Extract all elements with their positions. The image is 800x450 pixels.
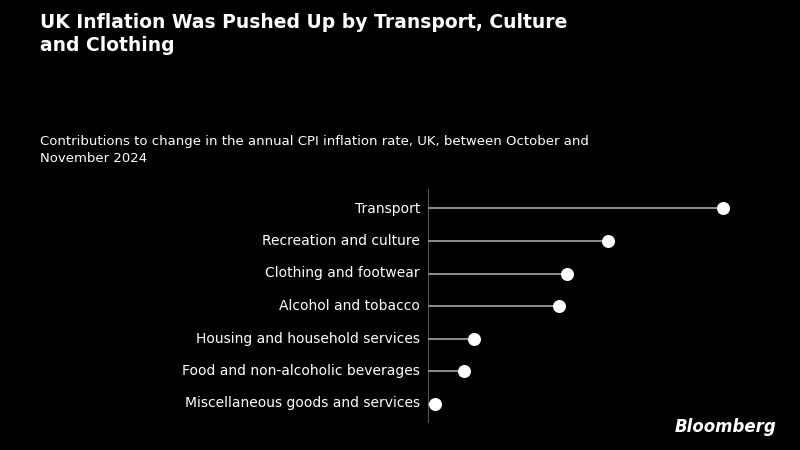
Point — [467, 335, 480, 342]
Point — [553, 302, 566, 310]
Text: Recreation and culture: Recreation and culture — [262, 234, 420, 248]
Point — [602, 238, 614, 245]
Text: Clothing and footwear: Clothing and footwear — [266, 266, 420, 280]
Text: Alcohol and tobacco: Alcohol and tobacco — [279, 299, 420, 313]
Point — [428, 400, 441, 407]
Point — [458, 367, 470, 374]
Text: Contributions to change in the annual CPI inflation rate, UK, between October an: Contributions to change in the annual CP… — [40, 135, 589, 165]
Text: UK Inflation Was Pushed Up by Transport, Culture
and Clothing: UK Inflation Was Pushed Up by Transport,… — [40, 14, 567, 55]
Point — [717, 205, 730, 212]
Text: Bloomberg: Bloomberg — [674, 418, 776, 436]
Text: Transport: Transport — [354, 202, 420, 216]
Text: Miscellaneous goods and services: Miscellaneous goods and services — [185, 396, 420, 410]
Text: Housing and household services: Housing and household services — [196, 332, 420, 346]
Point — [561, 270, 574, 277]
Text: Food and non-alcoholic beverages: Food and non-alcoholic beverages — [182, 364, 420, 378]
